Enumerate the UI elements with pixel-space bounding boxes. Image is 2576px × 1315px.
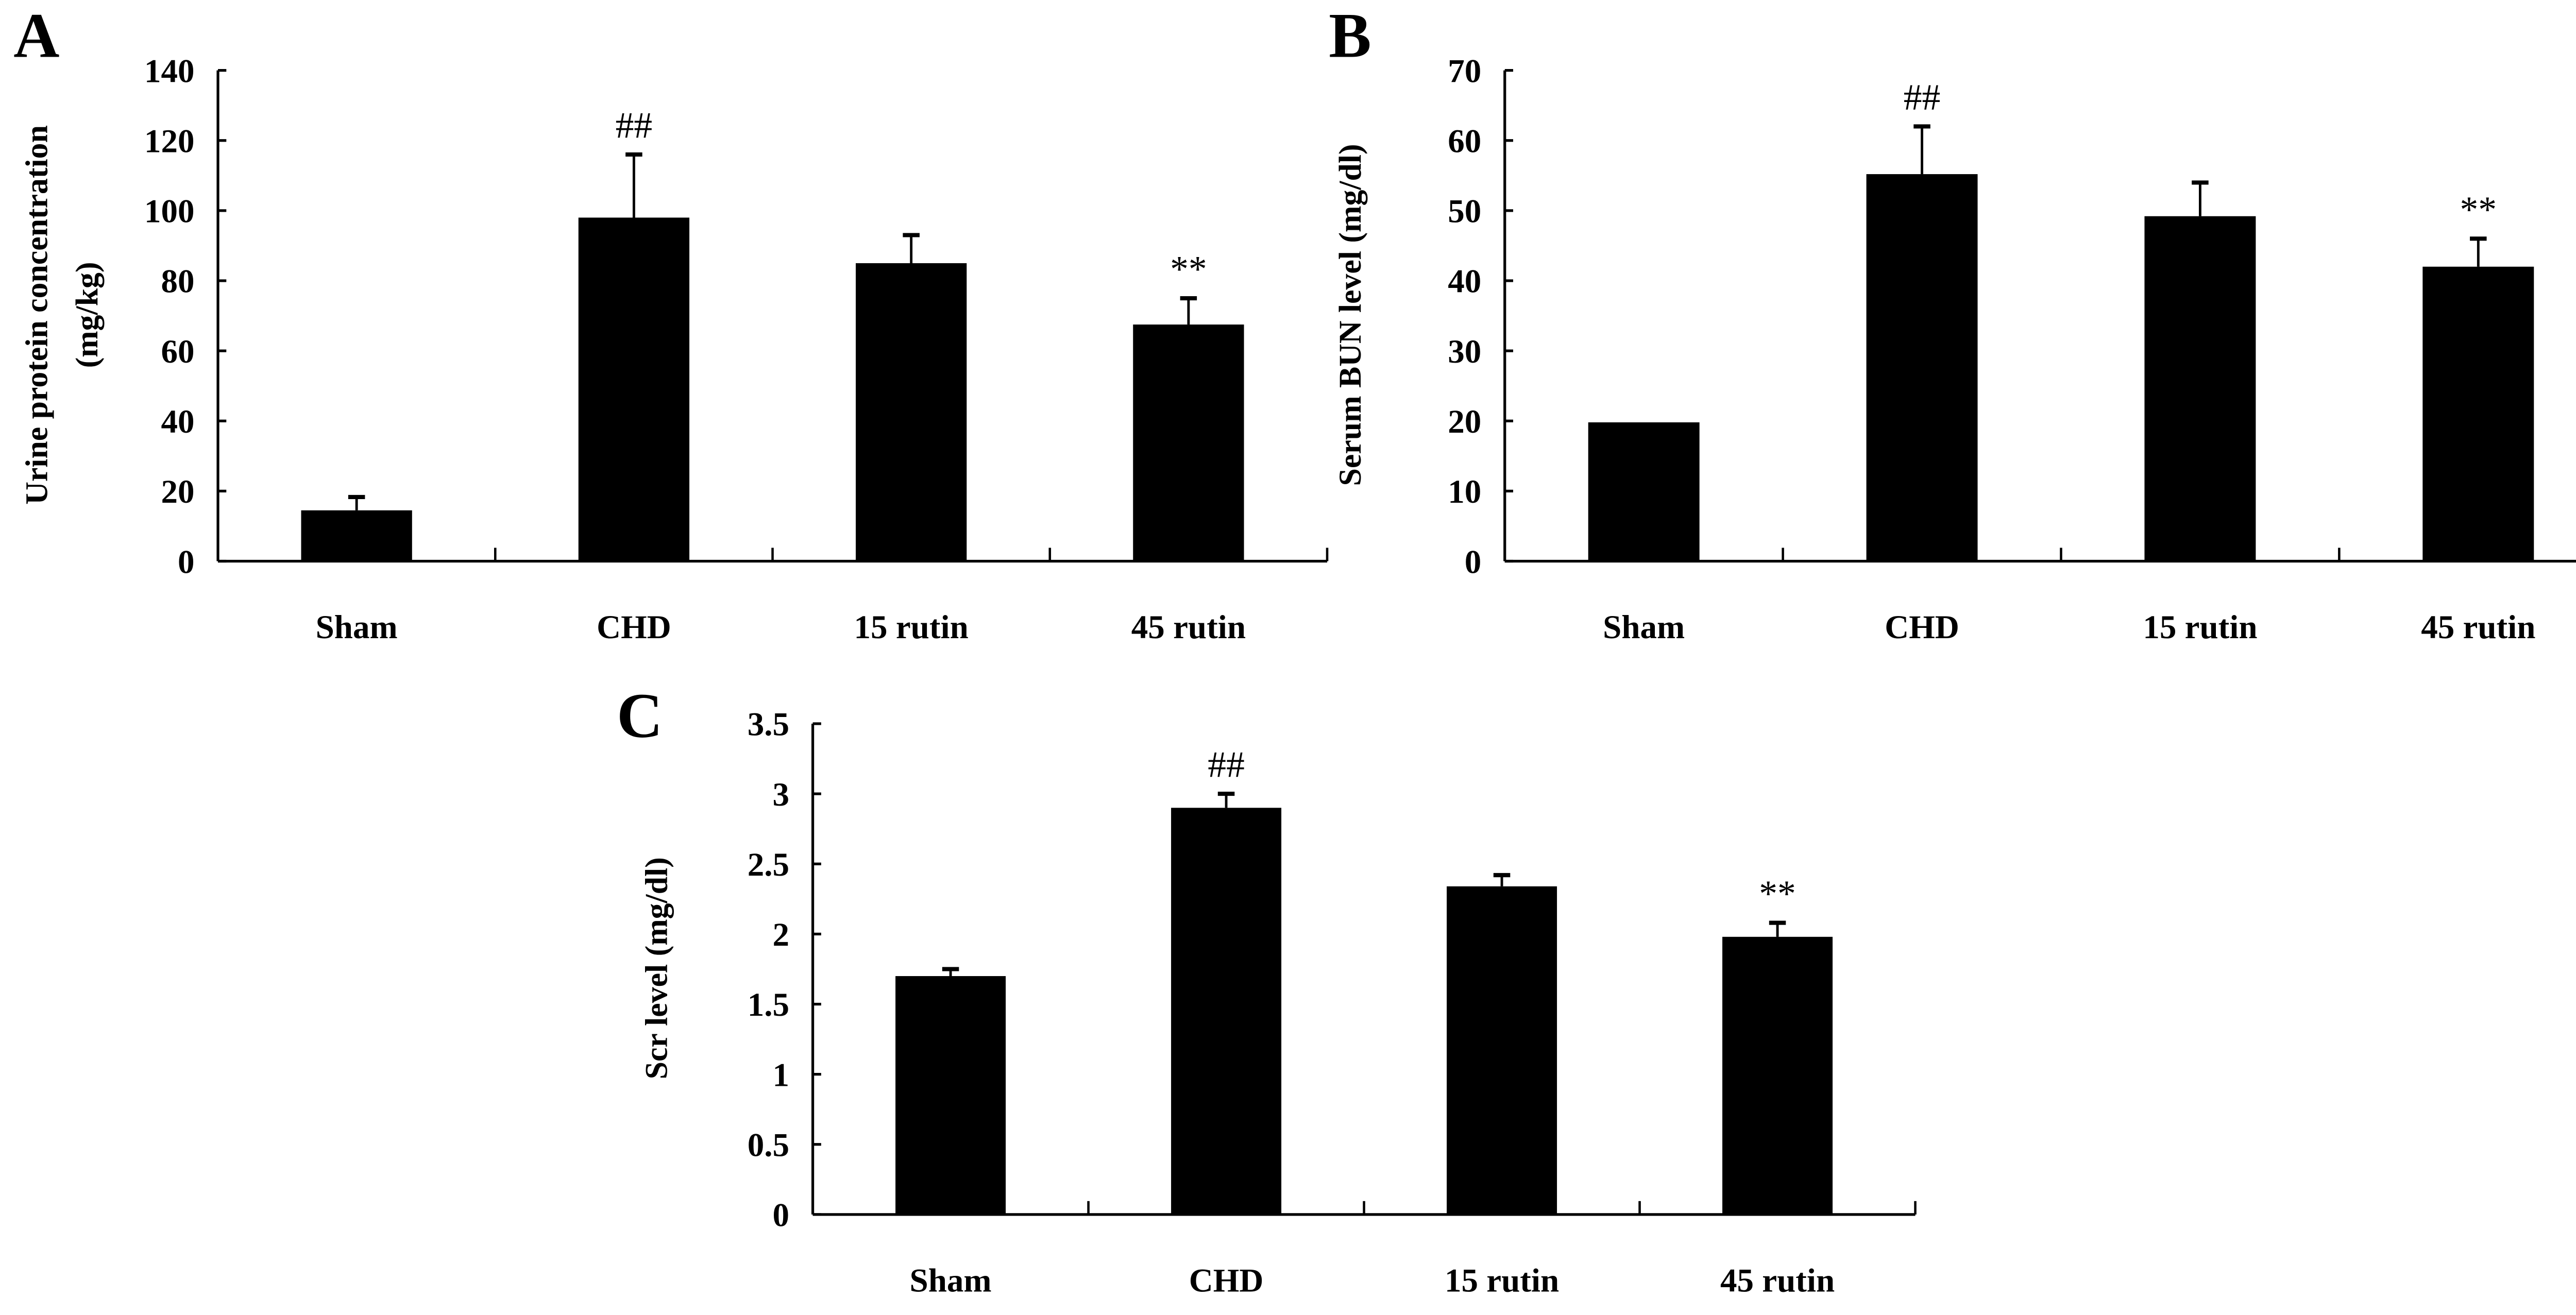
panel-c: C 0 0.5 1 1.5 2 2.5 3 3.5 Scr level (mg/dl) Sham ##… <box>617 680 1917 1299</box>
bar-sham <box>895 976 1006 1215</box>
y-tick-label: 100 <box>144 193 195 230</box>
x-tick-label: Sham <box>910 1262 992 1299</box>
y-tick-label: 20 <box>161 473 194 510</box>
panel-label: A <box>13 1 59 71</box>
bar-15-rutin <box>856 263 967 561</box>
y-axis-label: (mg/kg) <box>70 262 105 368</box>
bar-sham <box>1588 422 1700 561</box>
bar-chd <box>1171 808 1282 1215</box>
y-tick-label: 80 <box>161 263 194 300</box>
significance-marker: ** <box>1759 874 1796 914</box>
bar-chd <box>578 217 690 561</box>
y-tick-label: 60 <box>1448 123 1481 160</box>
x-tick-label: CHD <box>1885 609 1959 646</box>
bar-45-rutin <box>2422 266 2534 561</box>
x-tick-label: CHD <box>1189 1262 1264 1299</box>
x-tick-label: Sham <box>316 609 398 646</box>
y-tick-label: 120 <box>144 123 195 160</box>
x-tick-label: 45 rutin <box>1131 609 1246 646</box>
bar-15-rutin <box>1447 886 1557 1215</box>
y-tick-label: 40 <box>161 403 194 440</box>
x-tick-label: Sham <box>1603 609 1685 646</box>
y-tick-label: 0 <box>1465 543 1482 580</box>
x-tick-label: 15 rutin <box>2143 609 2257 646</box>
x-tick-label: 15 rutin <box>854 609 969 646</box>
y-tick-label: 1 <box>773 1056 790 1094</box>
y-tick-label: 0 <box>773 1197 790 1234</box>
significance-marker: ## <box>1904 77 1941 118</box>
y-tick-label: 50 <box>1448 193 1481 230</box>
y-tick-label: 3 <box>773 776 790 813</box>
y-tick-label: 3.5 <box>748 706 789 743</box>
bar-45-rutin <box>1133 325 1244 561</box>
bar-45-rutin <box>1722 936 1833 1215</box>
x-tick-label: 15 rutin <box>1445 1262 1559 1299</box>
x-tick-label: CHD <box>597 609 671 646</box>
y-tick-label: 20 <box>1448 403 1481 440</box>
panel-label: C <box>617 680 663 751</box>
y-axis-label: Scr level (mg/dl) <box>639 857 674 1079</box>
significance-marker: ** <box>1170 249 1207 289</box>
y-tick-label: 30 <box>1448 333 1481 370</box>
y-tick-label: 0 <box>178 543 195 580</box>
y-tick-label: 2.5 <box>748 846 789 883</box>
significance-marker: ## <box>1208 745 1245 785</box>
y-tick-label: 140 <box>144 53 195 90</box>
y-tick-label: 2 <box>773 916 790 953</box>
bar-sham <box>301 510 412 561</box>
panel-b: B 0 10 20 30 40 50 60 70 Serum BUN level (mg/dl) S… <box>1329 1 2576 646</box>
y-tick-label: 40 <box>1448 263 1481 300</box>
y-tick-label: 0.5 <box>748 1127 789 1164</box>
y-tick-label: 60 <box>161 333 194 370</box>
y-tick-label: 70 <box>1448 53 1481 90</box>
significance-marker: ** <box>2460 190 2497 230</box>
panel-label: B <box>1329 1 1371 71</box>
y-tick-label: 10 <box>1448 473 1481 510</box>
y-axis-label: Serum BUN level (mg/dl) <box>1333 144 1368 486</box>
bar-chd <box>1866 174 1978 561</box>
panel-a: A 0 20 40 60 80 100 120 140 Urine protein concent… <box>13 1 1329 646</box>
x-tick-label: 45 rutin <box>1720 1262 1835 1299</box>
significance-marker: ## <box>616 105 653 146</box>
x-tick-label: 45 rutin <box>2421 609 2535 646</box>
bar-15-rutin <box>2144 216 2256 561</box>
y-axis-label: Urine protein concentration <box>19 125 54 505</box>
y-tick-label: 1.5 <box>748 986 789 1023</box>
